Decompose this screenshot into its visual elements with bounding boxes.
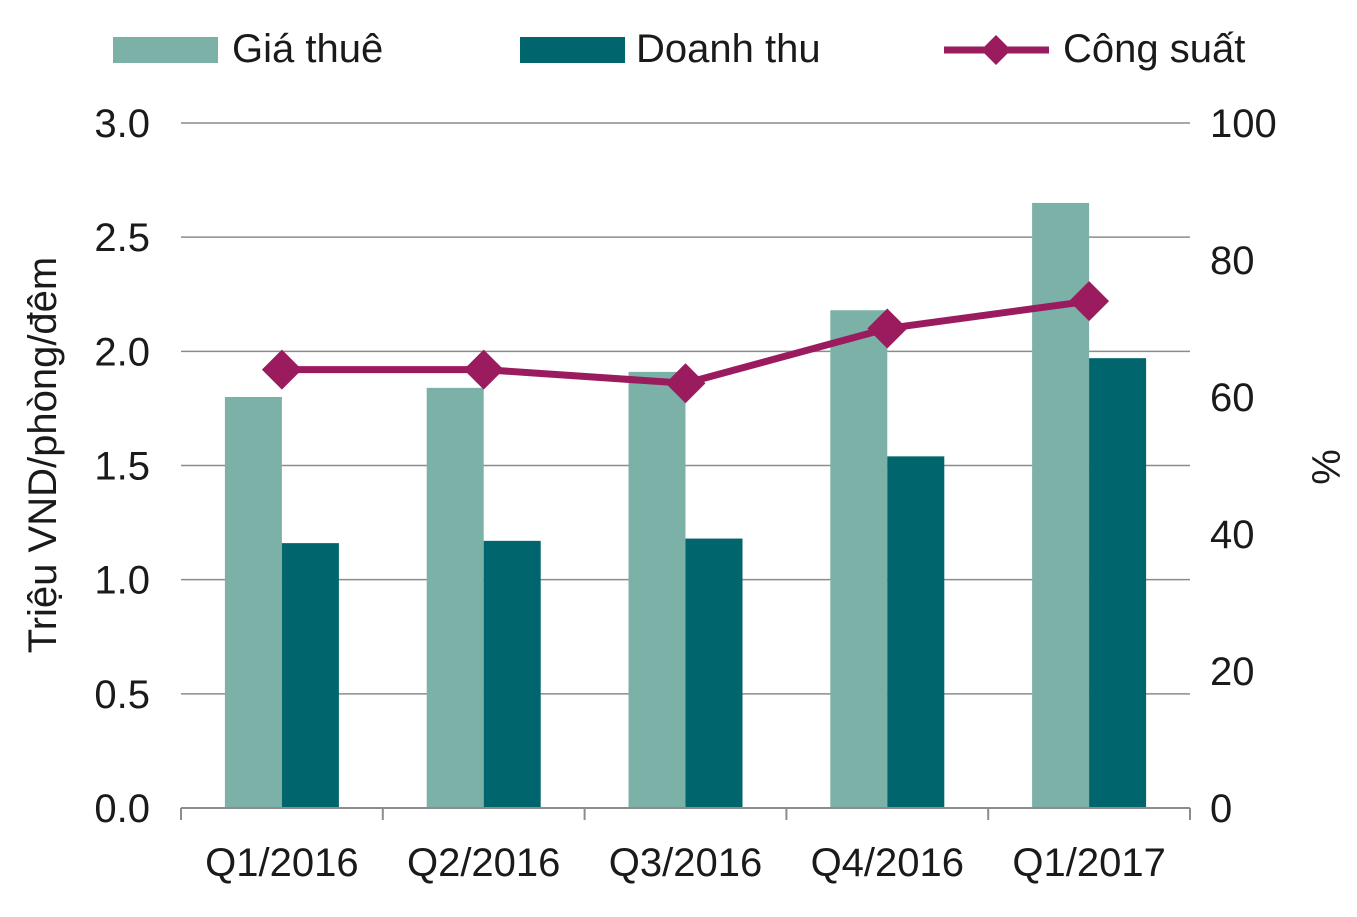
legend-swatch [113, 37, 218, 63]
legend-item: Doanh thu [520, 27, 821, 71]
y-tick-label: 2.0 [94, 330, 150, 374]
line-marker [1069, 281, 1110, 322]
bar-doanh-thu [483, 540, 541, 808]
bar-doanh-thu [887, 456, 945, 808]
legend-swatch [520, 37, 625, 63]
bars [224, 202, 1147, 808]
y2-tick-label: 0 [1210, 787, 1232, 831]
x-tick-label: Q3/2016 [609, 841, 762, 885]
y-tick-label: 3.0 [94, 102, 150, 146]
legend-label: Doanh thu [636, 27, 821, 71]
line-marker [665, 363, 706, 404]
y-tick-label: 0.0 [94, 787, 150, 831]
y2-tick-label: 100 [1210, 102, 1277, 146]
line-marker [867, 308, 908, 349]
x-tick-label: Q2/2016 [407, 841, 560, 885]
x-tick-label: Q4/2016 [811, 841, 964, 885]
y-tick-label: 0.5 [94, 673, 150, 717]
y2-tick-label: 40 [1210, 513, 1255, 557]
y2-tick-label: 80 [1210, 239, 1255, 283]
legend-item: Giá thuê [113, 27, 383, 71]
x-tick-label: Q1/2017 [1012, 841, 1165, 885]
legend: Giá thuê Doanh thu Công suất [113, 27, 1245, 71]
bar-gia-thue [830, 310, 888, 808]
bar-gia-thue [628, 371, 686, 808]
y2-tick-label: 60 [1210, 376, 1255, 420]
y-axis-title: Triệu VND/phòng/đêm [21, 257, 65, 653]
y-tick-label: 1.0 [94, 559, 150, 603]
y2-axis-title: % [1305, 449, 1349, 485]
legend-marker [981, 35, 1011, 65]
line-series [261, 281, 1110, 404]
y-tick-label: 2.5 [94, 216, 150, 260]
legend-item: Công suất [944, 27, 1245, 71]
axes: 0.0 0.5 1.0 1.5 2.0 2.5 3.0 0 20 40 60 80 100 Q1/2016… [94, 102, 1276, 885]
bar-doanh-thu [685, 538, 743, 808]
bar-doanh-thu [281, 543, 339, 808]
x-tick-label: Q1/2016 [205, 841, 358, 885]
y-tick-label: 1.5 [94, 445, 150, 489]
bar-gia-thue [426, 387, 484, 808]
bar-doanh-thu [1089, 358, 1147, 808]
line-marker [261, 349, 302, 390]
line-marker [463, 349, 504, 390]
y2-tick-label: 20 [1210, 650, 1255, 694]
legend-label: Giá thuê [232, 27, 383, 71]
legend-label: Công suất [1063, 27, 1245, 71]
bar-gia-thue [224, 397, 282, 808]
